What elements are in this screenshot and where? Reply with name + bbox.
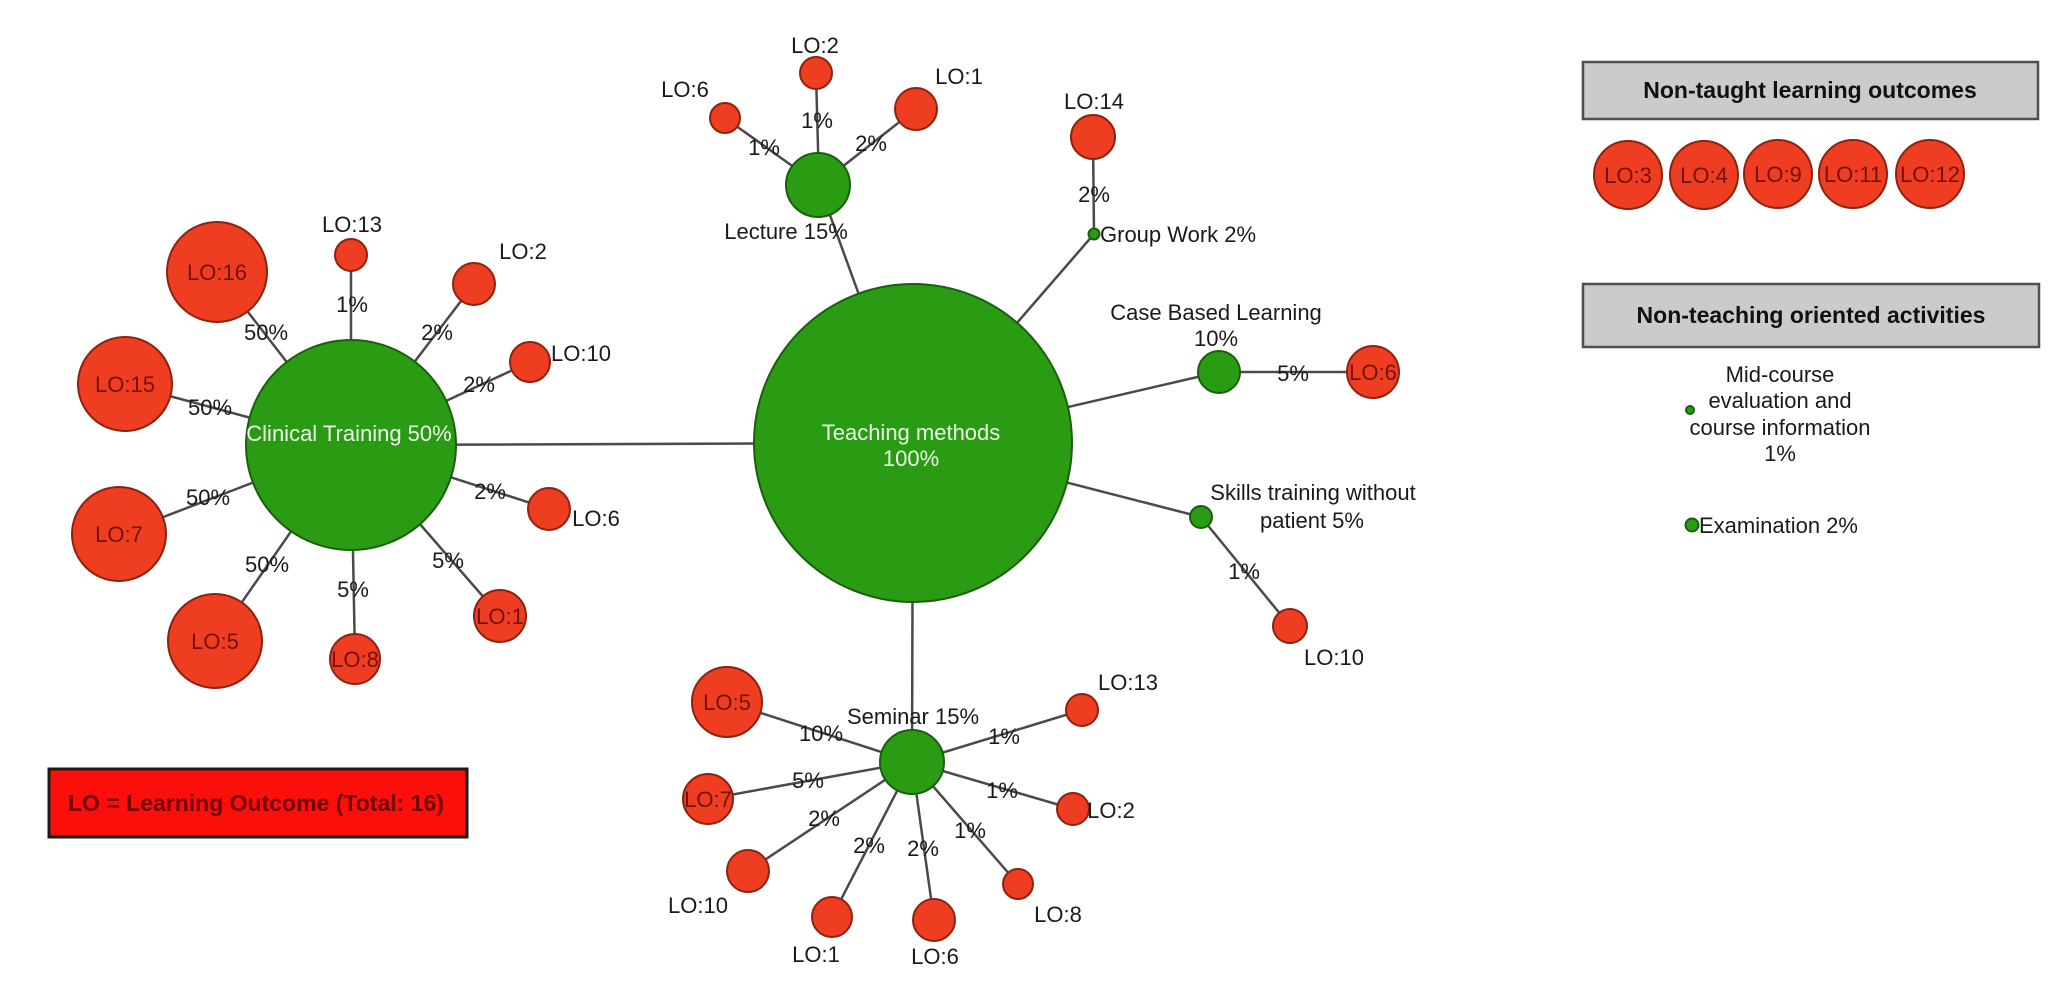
svg-text:LO:6: LO:6 [572,506,620,531]
svg-text:Non-teaching oriented activiti: Non-teaching oriented activities [1637,302,1986,328]
svg-text:50%: 50% [244,320,288,345]
svg-text:LO:6: LO:6 [1349,360,1397,385]
svg-text:Group Work 2%: Group Work 2% [1100,222,1256,247]
svg-text:2%: 2% [463,372,495,397]
svg-text:5%: 5% [792,768,824,793]
svg-text:1%: 1% [954,818,986,843]
svg-text:Case Based Learning: Case Based Learning [1110,300,1322,325]
svg-text:course information: course information [1690,415,1871,440]
svg-text:1%: 1% [986,778,1018,803]
svg-text:2%: 2% [474,479,506,504]
svg-text:evaluation and: evaluation and [1708,388,1851,413]
svg-text:LO:1: LO:1 [476,604,524,629]
svg-text:LO:5: LO:5 [703,690,751,715]
svg-text:LO:13: LO:13 [1098,670,1158,695]
svg-text:1%: 1% [336,292,368,317]
svg-text:LO:4: LO:4 [1680,163,1728,188]
svg-text:Teaching methods: Teaching methods [822,420,1001,445]
svg-text:LO:6: LO:6 [661,77,709,102]
svg-text:LO:2: LO:2 [499,239,547,264]
svg-text:patient 5%: patient 5% [1260,508,1364,533]
svg-text:5%: 5% [432,548,464,573]
svg-text:Seminar 15%: Seminar 15% [847,704,979,729]
svg-text:LO:2: LO:2 [791,33,839,58]
svg-text:LO:5: LO:5 [191,629,239,654]
svg-text:LO:6: LO:6 [911,944,959,969]
svg-text:Clinical Training 50%: Clinical Training 50% [246,421,451,446]
svg-text:LO:16: LO:16 [187,260,247,285]
svg-text:100%: 100% [883,446,939,471]
svg-text:10%: 10% [799,721,843,746]
svg-text:LO:14: LO:14 [1064,89,1124,114]
svg-text:LO:3: LO:3 [1604,163,1652,188]
svg-text:LO:1: LO:1 [792,942,840,967]
svg-text:2%: 2% [808,806,840,831]
svg-text:LO:7: LO:7 [95,522,143,547]
svg-text:Non-taught learning outcomes: Non-taught learning outcomes [1643,77,1977,103]
svg-text:LO:8: LO:8 [1034,902,1082,927]
svg-text:2%: 2% [1078,182,1110,207]
svg-text:LO:10: LO:10 [1304,645,1364,670]
svg-text:50%: 50% [245,552,289,577]
svg-text:LO:12: LO:12 [1900,162,1960,187]
svg-text:LO:15: LO:15 [95,372,155,397]
svg-text:LO:1: LO:1 [935,64,983,89]
svg-text:1%: 1% [1764,441,1796,466]
svg-text:LO:10: LO:10 [551,341,611,366]
svg-text:1%: 1% [748,135,780,160]
svg-text:2%: 2% [855,131,887,156]
svg-text:LO:2: LO:2 [1087,798,1135,823]
svg-text:2%: 2% [907,836,939,861]
svg-text:Mid-course: Mid-course [1726,362,1835,387]
svg-text:10%: 10% [1194,326,1238,351]
svg-text:Examination 2%: Examination 2% [1699,513,1858,538]
svg-text:5%: 5% [1277,361,1309,386]
svg-text:LO:10: LO:10 [668,893,728,918]
svg-text:LO = Learning Outcome (Total:: LO = Learning Outcome (Total: 16) [68,790,444,816]
svg-text:LO:9: LO:9 [1754,162,1802,187]
svg-text:1%: 1% [1228,559,1260,584]
svg-text:Skills training without: Skills training without [1210,480,1415,505]
svg-text:LO:7: LO:7 [684,787,732,812]
svg-text:50%: 50% [188,395,232,420]
svg-text:50%: 50% [186,485,230,510]
svg-text:5%: 5% [337,577,369,602]
svg-text:2%: 2% [853,833,885,858]
svg-text:1%: 1% [988,724,1020,749]
svg-text:LO:11: LO:11 [1824,162,1882,187]
svg-text:1%: 1% [801,108,833,133]
svg-text:2%: 2% [421,320,453,345]
svg-text:Lecture 15%: Lecture 15% [724,219,848,244]
svg-text:LO:13: LO:13 [322,212,382,237]
svg-text:LO:8: LO:8 [331,647,379,672]
